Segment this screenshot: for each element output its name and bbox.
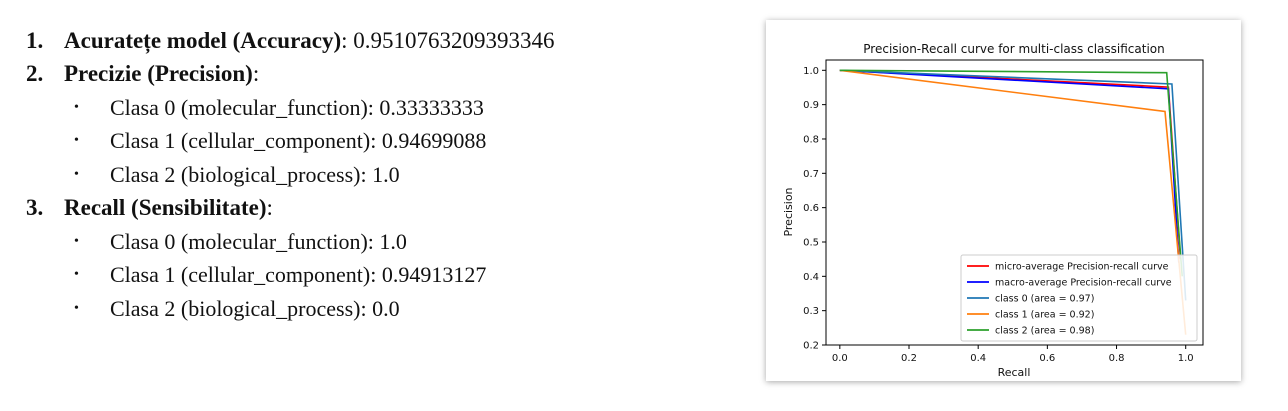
legend-entry: micro-average Precision-recall curve: [995, 262, 1169, 273]
y-tick-label: 0.9: [803, 100, 819, 111]
list-label: Precizie (Precision): [64, 61, 253, 86]
y-tick-label: 0.7: [803, 169, 819, 180]
legend-entry: class 2 (area = 0.98): [995, 326, 1094, 337]
y-tick-label: 1.0: [803, 66, 819, 77]
y-tick-label: 0.2: [803, 341, 819, 352]
sub-list-item: • Clasa 1 (cellular_component): 0.9491312…: [74, 262, 486, 288]
legend-box: [960, 254, 1198, 342]
list-item-accuracy: 1. Acuratețe model (Accuracy): 0.95107632…: [26, 28, 555, 54]
series-line-0: [839, 69, 1182, 260]
y-tick-label: 0.5: [803, 237, 819, 248]
sub-list-item: • Clasa 0 (molecular_function): 1.0: [74, 229, 407, 255]
list-value: :: [266, 195, 273, 220]
sub-list-text: Clasa 2 (biological_process): 1.0: [110, 162, 400, 187]
sub-list-item: • Clasa 2 (biological_process): 1.0: [74, 162, 400, 188]
x-tick-label: 0.6: [1039, 353, 1055, 364]
list-number: 2.: [26, 61, 44, 86]
legend-entry: class 1 (area = 0.92): [995, 310, 1094, 321]
x-tick-label: 0.2: [901, 353, 917, 364]
sub-list-text: Clasa 1 (cellular_component): 0.94699088: [110, 128, 487, 153]
y-tick-label: 0.8: [803, 134, 819, 145]
bullet: •: [74, 300, 79, 316]
y-tick-label: 0.6: [803, 203, 819, 214]
list-number: 3.: [26, 195, 44, 220]
list-value: : 0.9510763209393346: [341, 28, 555, 53]
bullet: •: [74, 132, 79, 148]
bullet: •: [74, 266, 79, 282]
list-label: Recall (Sensibilitate): [64, 195, 267, 220]
pr-curve-figure: Precision-Recall curve for multi-class c…: [766, 20, 1241, 381]
bullet: •: [74, 233, 79, 249]
plot-frame: [825, 59, 1204, 346]
series-line-2: [839, 69, 1187, 301]
chart-title: Precision-Recall curve for multi-class c…: [863, 42, 1164, 56]
y-tick-label: 0.3: [803, 306, 819, 317]
y-tick-label: 0.4: [803, 272, 819, 283]
x-tick-label: 0.4: [970, 353, 986, 364]
list-value: :: [252, 61, 260, 86]
legend-entry: class 0 (area = 0.97): [995, 294, 1094, 305]
x-tick-label: 0.8: [1109, 353, 1125, 364]
sub-list-text: Clasa 0 (molecular_function): 1.0: [110, 229, 407, 254]
x-tick-label: 1.0: [1178, 353, 1194, 364]
list-item-precision: 2. Precizie (Precision):: [26, 61, 259, 87]
sub-list-item: • Clasa 2 (biological_process): 0.0: [74, 296, 400, 322]
list-label: Acuratețe model (Accuracy): [64, 28, 342, 53]
sub-list-text: Clasa 2 (biological_process): 0.0: [110, 296, 400, 321]
sub-list-text: Clasa 0 (molecular_function): 0.33333333: [110, 95, 484, 120]
list-item-recall: 3. Recall (Sensibilitate):: [26, 195, 273, 221]
legend-entry: macro-average Precision-recall curve: [995, 278, 1172, 289]
pr-chart: Precision-Recall curve for multi-class c…: [782, 42, 1204, 379]
bullet: •: [74, 166, 79, 182]
series-line-1: [839, 69, 1180, 263]
list-number: 1.: [26, 28, 44, 53]
series-line-4: [839, 69, 1183, 277]
sub-list-text: Clasa 1 (cellular_component): 0.94913127: [110, 262, 487, 287]
x-axis-label: Recall: [998, 366, 1031, 379]
y-axis-label: Precision: [782, 187, 795, 236]
document-text: 1. Acuratețe model (Accuracy): 0.95107632…: [26, 28, 555, 322]
sub-list-item: • Clasa 0 (molecular_function): 0.3333333…: [74, 95, 484, 121]
sub-list-item: • Clasa 1 (cellular_component): 0.9469908…: [74, 128, 486, 154]
x-tick-label: 0.0: [832, 353, 848, 364]
bullet: •: [74, 99, 79, 115]
